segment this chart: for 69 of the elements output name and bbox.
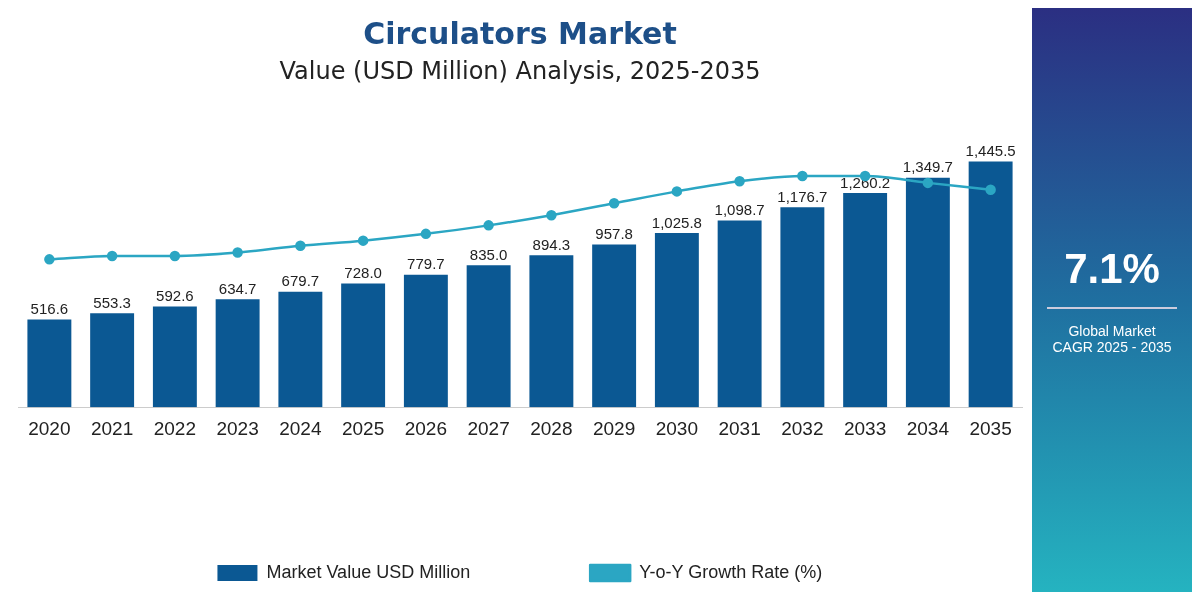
bar (717, 220, 762, 408)
x-tick-label: 2031 (718, 417, 761, 439)
data-label: 957.8 (595, 225, 633, 243)
point (985, 184, 996, 195)
x-tick-label: 2030 (655, 417, 699, 439)
x-tick-label: 2032 (781, 417, 824, 439)
x-tick-label: 2028 (530, 417, 573, 439)
data-label: 835.0 (469, 245, 508, 263)
data-label: 553.3 (93, 293, 131, 311)
bar (905, 177, 950, 408)
bar (654, 232, 699, 408)
point (734, 175, 745, 187)
bar (215, 299, 260, 408)
point (922, 177, 934, 189)
bar (278, 291, 323, 408)
bar (592, 244, 637, 408)
x-tick-label: 2025 (341, 417, 385, 439)
point (169, 250, 181, 262)
x-tick-label: 2026 (404, 417, 448, 439)
bar (403, 274, 448, 408)
data-label: 634.7 (218, 279, 257, 297)
x-tick-label: 2020 (28, 417, 71, 439)
data-label: 779.7 (407, 255, 445, 273)
data-label: 1,098.7 (714, 201, 765, 219)
point (546, 209, 557, 221)
data-label: 1,176.7 (777, 187, 828, 205)
x-tick-label: 2024 (279, 417, 322, 439)
point (44, 254, 55, 265)
x-tick-label: 2033 (843, 417, 887, 439)
data-label: 1,260.2 (840, 173, 891, 191)
data-label: 1,445.5 (965, 142, 1016, 160)
x-tick-label: 2027 (467, 417, 510, 439)
point (295, 240, 306, 252)
point (608, 198, 620, 209)
data-label: 592.6 (156, 287, 194, 305)
point (797, 170, 808, 182)
x-tick-label: 2029 (592, 417, 636, 439)
bar (968, 161, 1013, 408)
data-label: 1,349.7 (902, 158, 953, 176)
chart-title: Circulators Market (363, 15, 677, 51)
bar (341, 283, 386, 408)
point (357, 235, 369, 246)
data-label: 516.6 (30, 300, 69, 318)
x-tick-label: 2021 (90, 417, 134, 439)
text: Global Market CAGR 2025 - 2035 (1051, 323, 1173, 355)
data-label: 1,025.8 (651, 213, 702, 231)
x-tick-label: 2034 (906, 417, 950, 439)
data-label: 679.7 (281, 272, 320, 290)
x-tick-label: 2035 (969, 417, 1012, 439)
point (106, 250, 118, 262)
bar (90, 313, 135, 408)
bar (780, 207, 825, 408)
bar (27, 319, 72, 408)
point (232, 247, 243, 258)
point (671, 186, 683, 197)
legend-label: Y-o-Y Growth Rate (%) (639, 561, 823, 582)
point (483, 220, 494, 231)
chart-subtitle: Value (USD Million) Analysis, 2025-2035 (279, 56, 761, 85)
bar (529, 255, 574, 408)
text: 7.1% (1047, 245, 1177, 309)
legend-label: Market Value USD Million (266, 561, 471, 582)
point (420, 228, 432, 240)
x-tick-label: 2022 (153, 417, 197, 439)
bar (843, 193, 888, 408)
bar (152, 306, 197, 408)
x-tick-label: 2023 (216, 417, 259, 439)
data-label: 728.0 (344, 264, 382, 282)
data-label: 894.3 (532, 235, 571, 253)
bar (466, 265, 511, 408)
